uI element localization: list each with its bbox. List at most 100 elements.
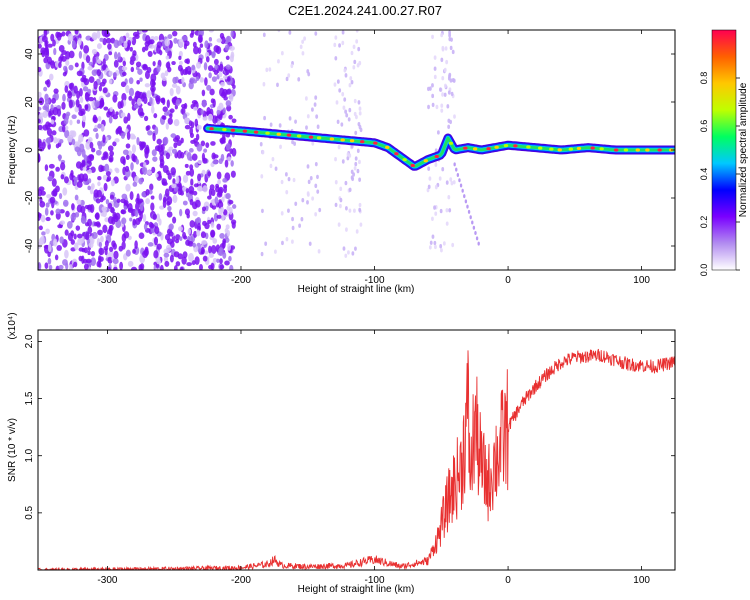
noise-dot [70,213,77,222]
noise-dot [358,207,362,213]
noise-dot [40,47,46,55]
colorbar-ticks: 0.0 0.2 0.4 0.6 0.8 [699,72,740,276]
noise-region [38,30,480,270]
noise-dot [355,229,359,234]
noise-dot [439,87,442,92]
noise-dot [280,179,284,185]
noise-dot [210,262,215,270]
noise-dot [308,241,312,247]
noise-dot [155,173,159,178]
noise-dot [164,111,170,116]
noise-dot [287,208,290,213]
noise-dot [85,140,91,150]
noise-dot [225,193,231,200]
noise-dot [334,56,338,61]
noise-dot [192,210,198,217]
noise-dot [199,43,204,48]
noise-dot [181,35,188,41]
noise-dot [116,127,122,134]
noise-dot [290,63,294,69]
colorbar-tick-label: 0.8 [699,72,709,85]
noise-dot [56,245,62,251]
noise-dot [109,194,115,200]
ridge-hotspot [360,140,365,144]
noise-dot [201,240,207,245]
y-tick-label: 0 [24,147,35,153]
noise-dot [181,77,185,84]
noise-dot [131,36,137,46]
noise-dot [96,43,102,50]
noise-dot [147,242,154,247]
noise-dot [208,30,215,33]
noise-dot [165,244,172,252]
noise-dot [197,222,201,231]
noise-dot [52,238,58,247]
noise-dot [88,61,94,66]
noise-dot [134,240,138,250]
noise-dot [189,164,194,170]
noise-dot [108,79,113,85]
ridge-hotspot [657,148,662,152]
spectrogram-ylabel: Frequency (Hz) [7,116,18,185]
noise-dot [123,40,128,49]
noise-dot [86,204,93,211]
noise-dot [95,212,100,221]
noise-dot [306,114,310,119]
noise-dot [165,122,169,130]
noise-dot [131,135,137,140]
noise-dot [208,245,212,254]
noise-dot [55,143,60,149]
noise-dot [174,238,180,244]
noise-dot [38,43,42,49]
noise-dot [87,178,92,184]
ridge-hotspot [503,143,509,148]
noise-dot [132,218,137,226]
noise-dot [59,236,64,244]
noise-dot [107,256,113,264]
noise-dot [185,58,190,65]
noise-dot [162,106,168,113]
noise-dot [269,163,273,169]
noise-dot [431,83,434,88]
noise-dot [435,104,439,110]
y-tick-label: 1.0 [24,448,35,462]
noise-dot [222,251,227,259]
noise-dot [102,87,108,94]
noise-dot [173,251,180,258]
noise-dot [231,118,237,124]
noise-dot [230,160,234,167]
noise-dot [171,97,177,104]
noise-dot [463,194,466,199]
noise-dot [91,231,98,239]
noise-dot [166,200,171,206]
noise-dot [41,35,48,43]
noise-dot [127,235,132,240]
figure-title: C2E1.2024.241.00.27.R07 [288,3,442,18]
noise-dot [108,224,114,232]
noise-dot [127,260,134,267]
noise-dot [464,199,468,204]
noise-dot [352,65,356,70]
noise-dot [124,165,130,172]
noise-dot [192,242,197,248]
noise-dot [122,60,127,67]
noise-dot [202,157,208,164]
noise-dot [62,187,68,196]
ridge-hotspot [296,134,302,138]
noise-dot [343,97,347,102]
noise-dot [152,213,157,220]
y-tick-label: -20 [24,190,35,205]
noise-dot [122,149,129,156]
noise-dot [109,106,113,112]
noise-dot [164,70,169,77]
noise-dot [58,154,62,162]
noise-dot [342,246,346,251]
noise-dot [197,248,202,253]
noise-dot [148,39,155,45]
noise-dot [357,100,361,105]
noise-dot [87,218,92,227]
noise-dot [193,230,198,238]
noise-dot [179,60,183,66]
x-tick-label: 100 [633,275,650,286]
noise-dot [334,202,338,208]
